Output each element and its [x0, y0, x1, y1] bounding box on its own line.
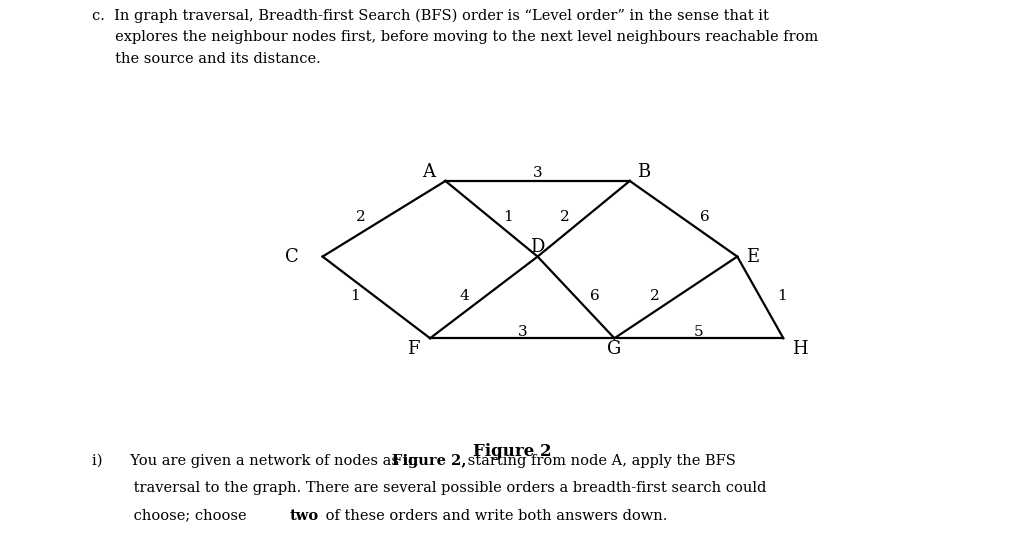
Text: E: E	[746, 248, 759, 266]
Text: Figure 2: Figure 2	[473, 443, 551, 460]
Text: 6: 6	[700, 210, 710, 224]
Text: 5: 5	[694, 324, 703, 339]
Text: 2: 2	[559, 210, 569, 224]
Text: of these orders and write both answers down.: of these orders and write both answers d…	[321, 509, 667, 522]
Text: 4: 4	[460, 289, 470, 303]
Text: 2: 2	[356, 210, 366, 224]
Text: Figure 2,: Figure 2,	[392, 454, 467, 468]
Text: A: A	[422, 163, 435, 181]
Text: i)      You are given a network of nodes as in: i) You are given a network of nodes as i…	[92, 454, 423, 468]
Text: traversal to the graph. There are several possible orders a breadth-first search: traversal to the graph. There are severa…	[92, 481, 767, 495]
Text: C: C	[285, 248, 299, 266]
Text: B: B	[637, 163, 650, 181]
Text: explores the neighbour nodes first, before moving to the next level neighbours r: explores the neighbour nodes first, befo…	[92, 30, 818, 44]
Text: 1: 1	[504, 210, 513, 224]
Text: starting from node A, apply the BFS: starting from node A, apply the BFS	[463, 454, 735, 468]
Text: two: two	[290, 509, 318, 522]
Text: 1: 1	[350, 289, 359, 303]
Text: 2: 2	[649, 289, 659, 303]
Text: F: F	[407, 340, 420, 358]
Text: choose; choose: choose; choose	[92, 509, 252, 522]
Text: G: G	[607, 340, 622, 358]
Text: the source and its distance.: the source and its distance.	[92, 52, 321, 66]
Text: c.  In graph traversal, Breadth-first Search (BFS) order is “Level order” in the: c. In graph traversal, Breadth-first Sea…	[92, 8, 769, 23]
Text: 3: 3	[532, 167, 543, 180]
Text: D: D	[530, 239, 545, 256]
Text: 6: 6	[590, 289, 600, 303]
Text: H: H	[793, 340, 808, 358]
Text: 3: 3	[517, 324, 527, 339]
Text: 1: 1	[777, 289, 786, 303]
